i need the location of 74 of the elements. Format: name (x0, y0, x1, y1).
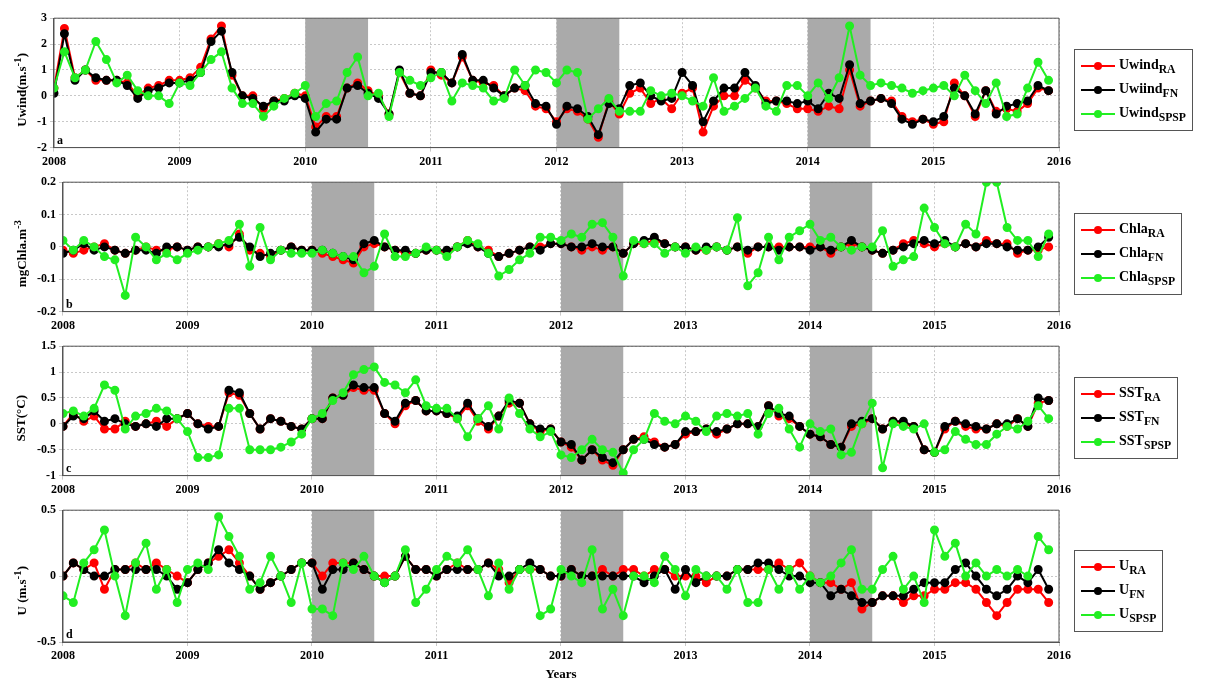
annotation: c (66, 460, 72, 475)
y-tick-label: 0.1 (41, 206, 56, 221)
legend-label: Chla$_{SPSP}$ (1119, 268, 1176, 288)
y-tick-label: 0 (50, 415, 56, 430)
y-tick-label: 0 (50, 568, 56, 583)
x-tick-label: 2009 (175, 481, 200, 496)
x-axis-title: Years (545, 665, 577, 681)
x-tick-label: 2008 (42, 153, 66, 168)
y-tick-label: 1.5 (41, 338, 56, 353)
y-tick-label: 1 (41, 62, 47, 77)
legend-label: SST$_{FN}$ (1119, 408, 1160, 428)
x-tick-label: 2014 (795, 153, 820, 168)
legend-label: Chla$_{RA}$ (1119, 220, 1165, 240)
legend-label: U$_{FN}$ (1119, 581, 1145, 601)
x-tick-label: 2016 (1047, 648, 1071, 663)
x-tick-label: 2010 (293, 153, 318, 168)
y-tick-label: 1 (50, 364, 56, 379)
x-tick-label: 2008 (51, 481, 75, 496)
legend-label: U$_{SPSP}$ (1119, 605, 1157, 625)
x-tick-label: 2012 (549, 481, 573, 496)
y-tick-label: -0.1 (37, 271, 56, 286)
x-tick-label: 2015 (922, 648, 947, 663)
x-tick-label: 2011 (419, 153, 443, 168)
x-tick-label: 2011 (424, 481, 449, 496)
x-tick-label: 2011 (424, 648, 449, 663)
x-tick-label: 2008 (51, 648, 75, 663)
x-tick-label: 2014 (798, 317, 822, 332)
x-tick-label: 2010 (300, 317, 324, 332)
annotation: a (57, 132, 63, 147)
legend-label: U$_{RA}$ (1119, 557, 1146, 577)
x-tick-label: 2015 (922, 481, 947, 496)
x-tick-label: 2009 (175, 317, 200, 332)
y-tick-label: 0.2 (41, 174, 56, 189)
x-tick-label: 2010 (300, 648, 324, 663)
legend-label: Uwind$_{RA}$ (1119, 56, 1176, 76)
y-tick-label: -0.2 (37, 303, 56, 318)
x-tick-label: 2012 (549, 317, 573, 332)
x-tick-label: 2010 (300, 481, 324, 496)
annotation: d (66, 627, 73, 642)
y-tick-label: 0 (50, 238, 56, 253)
y-tick-label: 3 (41, 10, 47, 25)
x-tick-label: 2015 (922, 317, 947, 332)
x-tick-label: 2013 (673, 317, 698, 332)
y-tick-label: 0.5 (41, 502, 56, 517)
x-tick-label: 2009 (175, 648, 200, 663)
y-tick-label: -1 (37, 113, 47, 128)
x-tick-label: 2012 (549, 648, 573, 663)
legend-label: SST$_{RA}$ (1119, 384, 1161, 404)
x-tick-label: 2016 (1047, 481, 1071, 496)
y-tick-label: 2 (41, 36, 47, 51)
annotation: b (66, 296, 73, 311)
x-tick-label: 2014 (798, 481, 822, 496)
x-tick-label: 2013 (670, 153, 695, 168)
y-tick-label: -2 (37, 139, 47, 154)
x-tick-label: 2015 (921, 153, 946, 168)
x-tick-label: 2012 (544, 153, 569, 168)
y-tick-label: -0.5 (37, 441, 56, 456)
y-tick-label: -1 (46, 467, 56, 482)
y-tick-label: -0.5 (37, 634, 56, 649)
x-tick-label: 2013 (673, 648, 698, 663)
x-tick-label: 2008 (51, 317, 75, 332)
x-tick-label: 2013 (673, 481, 698, 496)
legend-label: Uwiind$_{FN}$ (1119, 80, 1179, 100)
x-tick-label: 2014 (798, 648, 822, 663)
y-tick-label: 0 (41, 87, 47, 102)
y-tick-label: 0.5 (41, 390, 56, 405)
x-tick-label: 2016 (1047, 317, 1071, 332)
y-axis-title: SST(°C) (13, 394, 29, 442)
x-tick-label: 2009 (167, 153, 192, 168)
legend-label: Chla$_{FN}$ (1119, 244, 1164, 264)
legend-label: Uwind$_{SPSP}$ (1119, 104, 1186, 124)
legend-label: SST$_{SPSP}$ (1119, 432, 1172, 452)
x-tick-label: 2011 (424, 317, 449, 332)
x-tick-label: 2016 (1047, 153, 1071, 168)
